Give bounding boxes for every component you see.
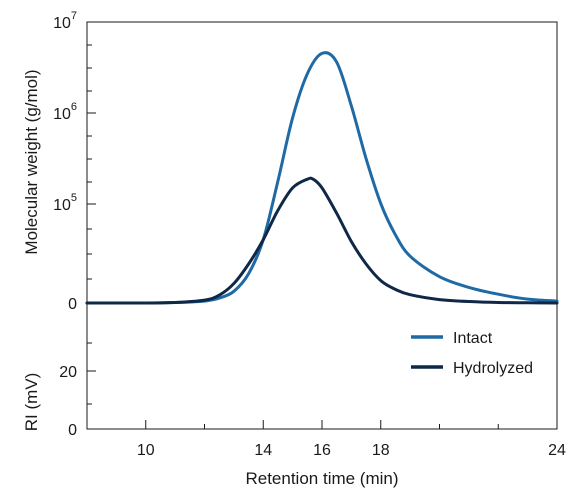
y-tick-label: 20 xyxy=(59,364,77,381)
y-tick-label: 107 xyxy=(53,10,77,32)
legend-label-hydrolyzed: Hydrolyzed xyxy=(453,360,533,377)
x-tick-label: 18 xyxy=(372,442,390,459)
series-line-intact xyxy=(85,51,559,305)
y-tick-label: 0 xyxy=(68,422,77,439)
x-tick-label: 16 xyxy=(313,442,331,459)
x-tick-label: 10 xyxy=(137,442,155,459)
y-axis-title-bottom: RI (mV) xyxy=(22,373,41,432)
y-tick-label: 106 xyxy=(53,101,77,123)
legend: Intact Hydrolyzed xyxy=(411,330,533,377)
x-tick-label: 14 xyxy=(254,442,272,459)
y-tick-label: 105 xyxy=(53,192,77,214)
y-axis-ticks: 107 106 105 0 20 0 xyxy=(53,10,96,439)
x-axis-ticks: 10 14 16 18 24 xyxy=(137,420,566,459)
x-axis-title: Retention time (min) xyxy=(245,469,398,488)
series-layer xyxy=(85,51,559,305)
y-axis-title-top: Molecular weight (g/mol) xyxy=(22,69,41,254)
y-tick-label: 0 xyxy=(68,296,77,313)
series-line-hydrolyzed xyxy=(85,176,559,305)
x-tick-label: 24 xyxy=(548,442,566,459)
legend-label-intact: Intact xyxy=(453,330,493,347)
